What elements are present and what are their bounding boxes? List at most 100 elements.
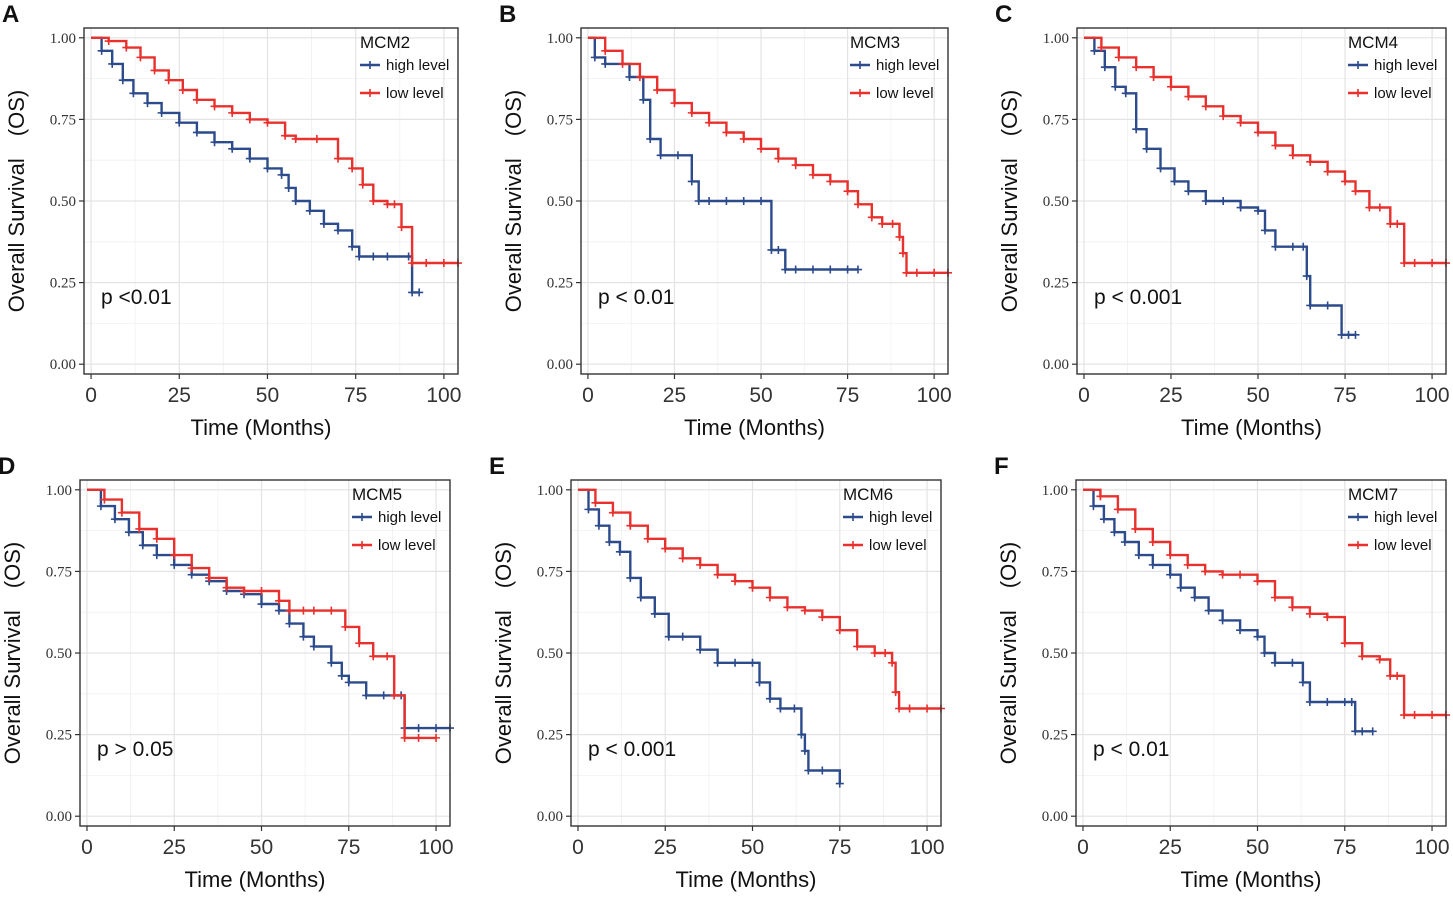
censor-mark [1351, 330, 1360, 339]
censor-mark [1148, 560, 1157, 569]
censor-mark [646, 134, 655, 143]
censor-mark [1219, 112, 1228, 121]
censor-mark [432, 733, 441, 742]
censor-mark [327, 658, 336, 667]
panel-b: 0.00 0.25 0.50 0.75 1.00 0 25 50 75 100 Time (Mont… [499, 1, 952, 440]
censor-mark [1323, 167, 1332, 176]
y-axis-title: Overall Survival (OS) [4, 90, 29, 312]
censor-mark [673, 151, 682, 160]
censor-mark [601, 46, 610, 55]
legend-label: high level [378, 509, 441, 526]
censor-mark [687, 108, 696, 117]
censor-mark [1156, 164, 1165, 173]
y-tick-label: 1.00 [537, 483, 563, 499]
censor-mark [299, 632, 308, 641]
legend-label: high level [876, 57, 939, 74]
censor-mark [1306, 301, 1315, 310]
censor-mark [1236, 570, 1245, 579]
censor-mark [138, 541, 147, 550]
censor-mark [804, 766, 813, 775]
censor-mark [175, 118, 184, 127]
censor-mark [1254, 206, 1263, 215]
censor-mark [767, 245, 776, 254]
censor-mark [390, 200, 399, 209]
x-tick-label: 75 [337, 836, 360, 859]
censor-mark [853, 265, 862, 274]
censor-mark [341, 622, 350, 631]
censor-mark [626, 521, 635, 530]
censor-mark [1132, 125, 1141, 134]
censor-mark [327, 606, 336, 615]
censor-mark [124, 528, 133, 537]
y-tick-label: 0.00 [46, 809, 72, 825]
x-tick-label: 50 [1246, 384, 1269, 407]
censor-mark [774, 245, 783, 254]
censor-mark [245, 115, 254, 124]
legend-label: high level [1374, 509, 1437, 526]
censor-mark [1166, 570, 1175, 579]
censor-mark [337, 671, 346, 680]
x-tick-label: 0 [1077, 836, 1089, 859]
censor-mark [1253, 577, 1262, 586]
censor-mark [930, 268, 939, 277]
censor-mark [355, 252, 364, 261]
censor-mark [678, 632, 687, 641]
censor-mark [187, 564, 196, 573]
censor-mark [397, 223, 406, 232]
p-value-label: p < 0.01 [598, 286, 674, 309]
censor-mark [905, 704, 914, 713]
censor-mark [143, 99, 152, 108]
censor-mark [1288, 603, 1297, 612]
x-tick-label: 100 [1415, 384, 1450, 407]
censor-mark [1302, 272, 1311, 281]
x-tick-label: 100 [1415, 836, 1450, 859]
censor-mark [1306, 157, 1315, 166]
censor-mark [383, 252, 392, 261]
censor-mark [309, 642, 318, 651]
censor-mark [355, 639, 364, 648]
censor-mark [344, 678, 353, 687]
censor-mark [696, 560, 705, 569]
censor-mark [1298, 678, 1307, 687]
censor-mark [656, 151, 665, 160]
censor-mark [1201, 102, 1210, 111]
censor-mark [1190, 593, 1199, 602]
panel-d: 0.00 0.25 0.50 0.75 1.00 0 25 50 75 100 Time (Mont… [0, 453, 454, 892]
x-axis-title: Time (Months) [1181, 415, 1322, 440]
x-tick-label: 25 [654, 836, 677, 859]
censor-mark [843, 187, 852, 196]
censor-mark [1236, 203, 1245, 212]
censor-mark [1096, 492, 1105, 501]
censor-mark [1099, 515, 1108, 524]
censor-mark [1428, 259, 1437, 268]
p-value-label: p > 0.05 [97, 738, 173, 761]
y-tick-label: 0.50 [1043, 194, 1069, 210]
censor-mark [1201, 197, 1210, 205]
censor-mark [369, 252, 378, 261]
censor-mark [636, 593, 645, 602]
censor-mark [192, 128, 201, 137]
censor-mark [853, 642, 862, 651]
legend-label: low level [386, 85, 444, 102]
censor-mark [1428, 711, 1437, 720]
censor-mark [104, 37, 113, 46]
censor-mark [240, 586, 249, 595]
censor-mark [1111, 82, 1120, 91]
censor-mark [210, 138, 219, 147]
panel-letter: E [489, 453, 505, 480]
y-tick-label: 0.75 [50, 112, 76, 128]
censor-mark [1148, 538, 1157, 547]
censor-mark [334, 226, 343, 235]
censor-mark [1271, 242, 1280, 251]
censor-mark [713, 570, 722, 579]
censor-mark [1100, 63, 1109, 72]
censor-mark [1400, 259, 1409, 268]
y-tick-label: 0.00 [50, 357, 76, 373]
censor-mark [1299, 242, 1308, 251]
censor-mark [739, 134, 748, 143]
y-tick-label: 0.75 [46, 564, 72, 580]
legend-title: MCM5 [352, 485, 402, 504]
censor-mark [1375, 655, 1384, 664]
y-tick-label: 0.25 [50, 276, 76, 292]
